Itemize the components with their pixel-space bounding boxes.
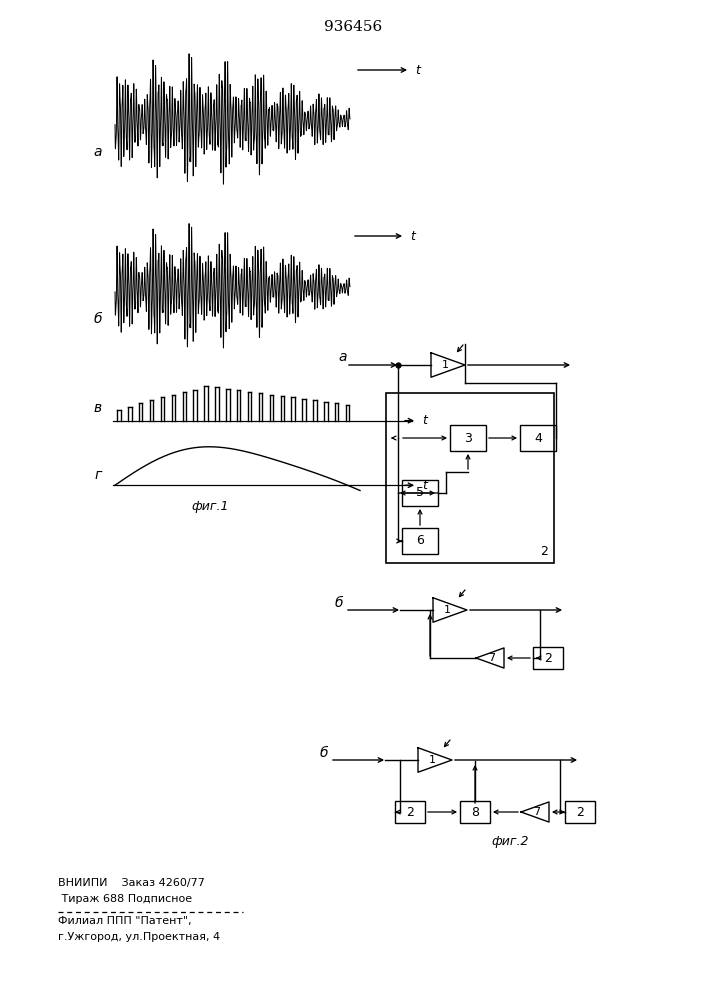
Text: t: t (422, 479, 427, 492)
Text: Филиал ППП "Патент",: Филиал ППП "Патент", (58, 916, 192, 926)
Text: Тираж 688 Подписное: Тираж 688 Подписное (58, 894, 192, 904)
Bar (386, 393, 554, 563)
Text: б: б (335, 596, 344, 610)
Text: t: t (410, 230, 415, 242)
Text: 4: 4 (534, 432, 542, 444)
Text: t: t (415, 64, 420, 77)
Text: 2: 2 (406, 806, 414, 818)
Bar (533, 647, 563, 669)
Text: 1: 1 (444, 605, 451, 615)
Text: 8: 8 (471, 806, 479, 818)
Text: ВНИИПИ    Заказ 4260/77: ВНИИПИ Заказ 4260/77 (58, 878, 205, 888)
Text: б: б (93, 312, 102, 326)
Text: 2: 2 (544, 652, 552, 664)
Text: 3: 3 (464, 432, 472, 444)
Text: г.Ужгород, ул.Проектная, 4: г.Ужгород, ул.Проектная, 4 (58, 932, 220, 942)
Bar (395, 801, 425, 823)
Text: 5: 5 (416, 487, 424, 499)
Text: t: t (422, 414, 427, 427)
Text: 7: 7 (489, 653, 496, 663)
Bar (402, 528, 438, 554)
Text: в: в (94, 401, 102, 415)
Text: 6: 6 (416, 534, 424, 548)
Text: a: a (338, 350, 346, 364)
Text: г: г (95, 468, 102, 482)
Text: 936456: 936456 (324, 20, 382, 34)
Text: 1: 1 (429, 755, 436, 765)
Text: 2: 2 (576, 806, 584, 818)
Bar (565, 801, 595, 823)
Bar (402, 480, 438, 506)
Text: 2: 2 (540, 545, 548, 558)
Text: a: a (93, 145, 102, 159)
Text: б: б (320, 746, 329, 760)
Text: фиг.1: фиг.1 (192, 500, 229, 513)
Text: фиг.2: фиг.2 (491, 835, 529, 848)
Bar (450, 425, 486, 451)
Text: 1: 1 (442, 360, 449, 370)
Text: 7: 7 (534, 807, 541, 817)
Bar (520, 425, 556, 451)
Bar (460, 801, 490, 823)
